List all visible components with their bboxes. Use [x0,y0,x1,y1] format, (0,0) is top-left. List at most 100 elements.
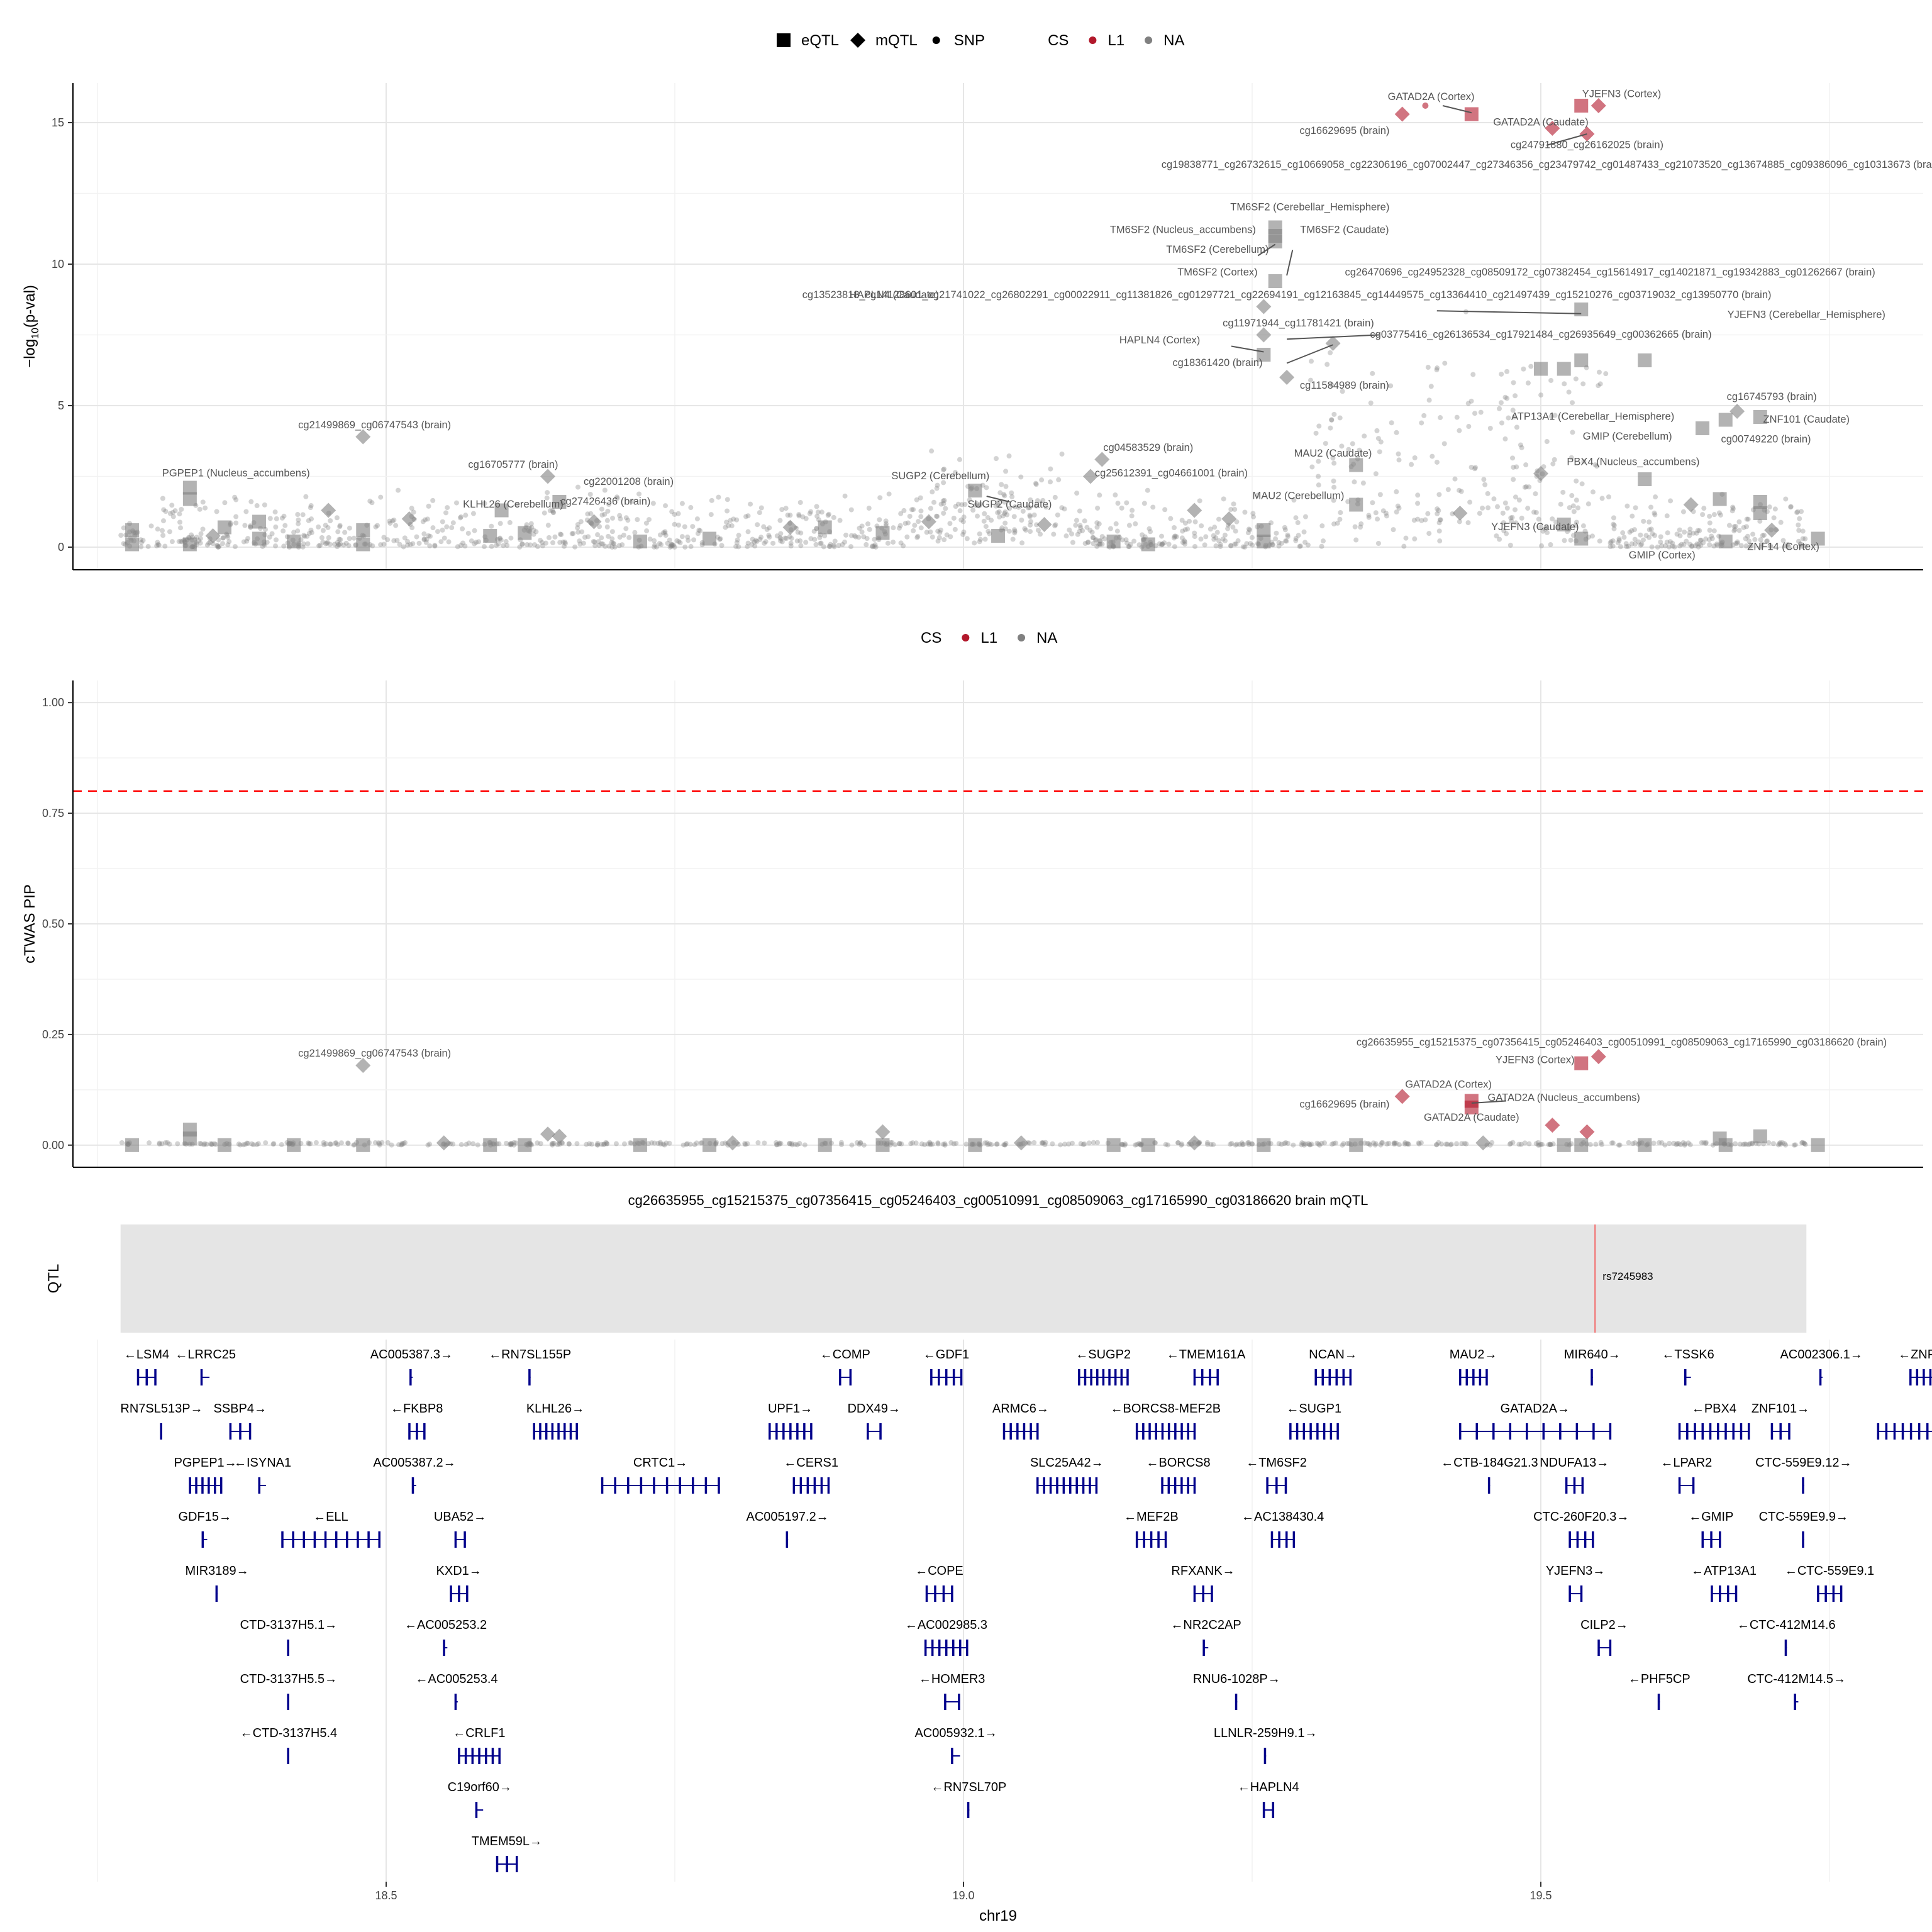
p1-snp-point-195 [1709,536,1715,541]
p1-snp-point-833 [1796,522,1801,528]
p1-snp-point-269 [1099,534,1105,540]
p1-snp-point-198 [1596,383,1601,389]
p1-snp-point-1036 [918,495,923,501]
gene-exon-33-2 [1174,1477,1177,1494]
p1-snp-point-307 [602,487,608,493]
p1-snp-point-267 [233,497,239,502]
gene-exon-7-2 [1209,1369,1211,1385]
p1-snp-point-1162 [1519,515,1524,521]
p1-snp-point-659 [1108,526,1113,531]
p1-snp-point-190 [1368,400,1374,406]
p2-snp-point-195 [698,1140,704,1146]
p1-snp-point-51 [497,535,503,541]
p1-snp-point-553 [1786,544,1792,550]
p1-snp-point-946 [1736,519,1742,525]
p2-snp-point-441 [925,1141,931,1146]
p1-snp-point-469 [1504,531,1509,536]
p2-snp-point-74 [1299,1140,1305,1146]
p1-snp-point-929 [729,523,735,528]
p1-snp-point-428 [588,511,594,516]
gene-exon-22-1 [1296,1423,1299,1440]
gene-exon-16-0 [408,1423,411,1440]
p1-snp-point-1271 [826,511,831,517]
p1-snp-point-258 [577,541,583,547]
p1-snp-point-309 [1374,428,1380,433]
p2-snp-point-380 [1406,1141,1411,1147]
p2-snp-point-487 [1777,1140,1783,1145]
p1-snp-point-177 [1624,503,1630,509]
gene-exon-46-2 [1719,1531,1721,1548]
p1-snp-point-707 [1099,541,1105,547]
gene-label-20: ARMC6→ [992,1402,1049,1416]
p1-snp-point-371 [1552,457,1557,462]
gene-exon-59-1 [1609,1640,1612,1656]
p2-snp-point-181 [1598,1140,1604,1145]
gene-label-25: ZNF101→ [1752,1402,1809,1416]
p1-point-65 [1557,518,1571,531]
p2-point-24 [875,1138,890,1152]
p2-snp-point-298 [1282,1141,1287,1146]
gene-label-4: ←COMP [820,1348,870,1362]
p1-snp-point-709 [267,534,272,540]
gene-23: GATAD2A→ [1458,1402,1612,1440]
p1-snp-point-1212 [1666,544,1672,550]
gene-51: RFXANK→ [1171,1564,1235,1602]
p2-snp-point-39 [935,1140,941,1146]
p1-snp-point-463 [1696,541,1702,547]
p1-snp-point-453 [1502,394,1508,400]
p2-snp-point-79 [198,1141,204,1146]
p2-snp-point-66 [1362,1140,1368,1146]
p1-snp-point-1208 [351,535,357,541]
p1-snp-point-868 [1394,489,1399,494]
gene-label-35: ←CTB-184G21.3 [1441,1456,1538,1470]
gene-39: GDF15→ [179,1510,231,1548]
p1-snp-point-229 [160,528,165,533]
p2-snp-point-139 [1370,1140,1376,1146]
p2-snp-point-169 [1306,1141,1311,1146]
gene-exon-9-2 [1472,1369,1475,1385]
p1-snp-point-576 [178,538,184,544]
gene-exon-20-2 [1016,1423,1019,1440]
p2-snp-point-426 [236,1141,242,1147]
p1-snp-point-1004 [531,531,536,537]
legend-top-label-mqtl: mQTL [875,32,918,49]
p2-snp-point-161 [163,1140,169,1146]
p2-snp-point-407 [857,1141,862,1147]
gene-label-67: ←CTD-3137H5.4 [240,1726,338,1740]
p1-snp-point-1395 [796,513,802,519]
p2-snp-point-9 [1535,1142,1541,1148]
p1-snp-point-947 [612,544,618,550]
p1-snp-point-722 [757,536,763,542]
p1-snp-point-611 [745,540,751,546]
p1-point-71 [782,519,798,535]
p1-snp-point-992 [604,518,610,523]
p1-snp-point-347 [941,537,947,543]
p2-snp-point-475 [789,1141,794,1146]
p1-snp-point-1250 [1330,455,1336,461]
p1-snp-point-1138 [381,541,387,547]
p2-snp-point-462 [789,1142,795,1148]
p1-snp-point-1242 [953,470,958,475]
p1-snp-point-322 [670,543,675,548]
p1-snp-point-1399 [1160,541,1165,547]
p1-snp-point-1083 [676,539,682,545]
p1-snp-point-81 [958,517,964,523]
p2-snp-point-273 [1392,1141,1397,1147]
p2-snp-point-81 [175,1141,180,1146]
p1-snp-point-692 [489,523,494,529]
p1-snp-point-1315 [1480,505,1485,511]
p1-snp-point-683 [959,502,965,508]
p1-annotation-16: cg03775416_cg26136534_cg17921484_cg26935… [1370,329,1711,340]
p2-snp-point-64 [719,1141,725,1146]
p1-snp-point-840 [387,520,393,526]
p2-snp-point-17 [1179,1141,1185,1147]
p1-snp-point-824 [550,509,556,515]
gene-exon-16-1 [416,1423,418,1440]
p1-snp-point-976 [672,521,677,527]
p2-point-30 [1557,1138,1571,1152]
p2-snp-point-136 [1392,1140,1397,1146]
legend-top-label-snp: SNP [954,32,985,49]
p1-snp-point-11 [1498,400,1504,406]
gene-label-37: ←LPAR2 [1660,1456,1712,1470]
p1-snp-point-419 [595,532,601,538]
